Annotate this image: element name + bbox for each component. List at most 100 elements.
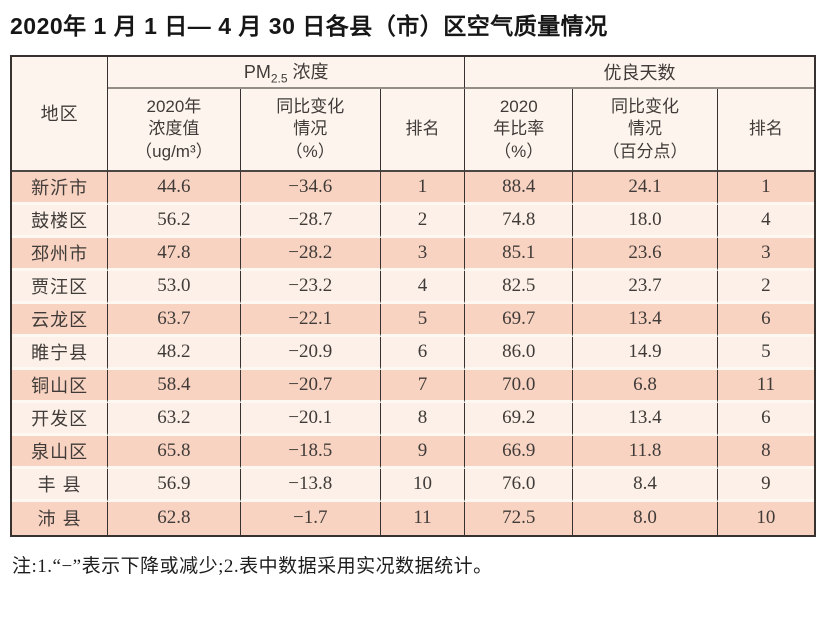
cell-pm-value: 56.9 [108, 468, 241, 502]
table-row: 丰 县 56.9 −13.8 10 76.0 8.4 9 [12, 468, 814, 502]
cell-pm-change: −28.2 [240, 237, 381, 271]
cell-pm-rank: 3 [380, 237, 466, 271]
cell-pm-change: −28.7 [240, 204, 381, 238]
table-row: 泉山区 65.8 −18.5 9 66.9 11.8 8 [12, 435, 814, 469]
cell-pm-value: 53.0 [108, 270, 241, 304]
table-row: 沛 县 62.8 −1.7 11 72.5 8.0 10 [12, 501, 814, 535]
table-header: 地区 PM2.5 浓度 优良天数 2020年 浓度值 （ug/m³） 同比变化 情… [12, 56, 814, 172]
cell-good-change: 23.7 [573, 270, 718, 304]
cell-region: 铜山区 [12, 369, 109, 403]
good-rate-line3: （%） [494, 141, 544, 161]
cell-good-rate: 76.0 [465, 468, 574, 502]
cell-good-rank: 4 [717, 204, 814, 238]
col-header-pm-value: 2020年 浓度值 （ug/m³） [108, 88, 241, 172]
cell-pm-change: −20.9 [240, 336, 381, 370]
cell-pm-change: −1.7 [240, 501, 381, 535]
pm-change-line1: 同比变化 [276, 96, 345, 116]
cell-pm-rank: 10 [380, 468, 466, 502]
header-sub-row: 2020年 浓度值 （ug/m³） 同比变化 情况 （%） 排名 2020 年比… [12, 88, 814, 172]
cell-region: 睢宁县 [12, 336, 109, 370]
pm-change-line3: （%） [285, 141, 335, 161]
cell-good-rank: 3 [717, 237, 814, 271]
table-row: 贾汪区 53.0 −23.2 4 82.5 23.7 2 [12, 270, 814, 304]
cell-good-rate: 86.0 [465, 336, 574, 370]
cell-pm-rank: 9 [380, 435, 466, 469]
cell-pm-rank: 7 [380, 369, 466, 403]
cell-good-rate: 85.1 [465, 237, 574, 271]
cell-pm-change: −20.1 [240, 402, 381, 436]
cell-pm-rank: 5 [380, 303, 466, 337]
col-header-good-rate: 2020 年比率 （%） [465, 88, 574, 172]
cell-good-rank: 2 [717, 270, 814, 304]
cell-good-rank: 11 [717, 369, 814, 403]
cell-pm-change: −22.1 [240, 303, 381, 337]
pm25-label-suffix: 浓度 [292, 62, 329, 83]
cell-pm-value: 62.8 [108, 501, 241, 535]
cell-good-rate: 88.4 [465, 171, 574, 205]
cell-region: 贾汪区 [12, 270, 109, 304]
col-header-pm-change: 同比变化 情况 （%） [240, 88, 381, 172]
cell-pm-rank: 11 [380, 501, 466, 535]
table-row: 云龙区 63.7 −22.1 5 69.7 13.4 6 [12, 303, 814, 337]
cell-good-change: 23.6 [573, 237, 718, 271]
col-group-pm25: PM2.5 浓度 [108, 56, 466, 89]
pm-value-line2: 浓度值 [148, 119, 200, 139]
cell-region: 新沂市 [12, 171, 109, 205]
good-rate-line1: 2020 [499, 96, 538, 116]
cell-good-change: 11.8 [573, 435, 718, 469]
cell-good-change: 6.8 [573, 369, 718, 403]
table-row: 开发区 63.2 −20.1 8 69.2 13.4 6 [12, 402, 814, 436]
cell-good-change: 14.9 [573, 336, 718, 370]
footnote: 注:1.“−”表示下降或减少;2.表中数据采用实况数据统计。 [12, 555, 493, 577]
good-change-line2: 情况 [628, 119, 663, 139]
cell-pm-change: −13.8 [240, 468, 381, 502]
table-row: 鼓楼区 56.2 −28.7 2 74.8 18.0 4 [12, 204, 814, 238]
cell-pm-change: −34.6 [240, 171, 381, 205]
report-page: 2020年 1 月 1 日— 4 月 30 日各县（市）区空气质量情况 地区 P… [10, 13, 816, 577]
cell-region: 丰 县 [12, 468, 109, 502]
cell-pm-value: 44.6 [108, 171, 241, 205]
cell-good-rank: 6 [717, 303, 814, 337]
cell-good-rank: 8 [717, 435, 814, 469]
cell-pm-value: 47.8 [108, 237, 241, 271]
table-row: 铜山区 58.4 −20.7 7 70.0 6.8 11 [12, 369, 814, 403]
cell-good-rank: 6 [717, 402, 814, 436]
cell-pm-change: −23.2 [240, 270, 381, 304]
cell-pm-rank: 2 [380, 204, 466, 238]
cell-good-rank: 9 [717, 468, 814, 502]
page-title: 2020年 1 月 1 日— 4 月 30 日各县（市）区空气质量情况 [10, 13, 608, 39]
cell-good-rank: 1 [717, 171, 814, 205]
table-row: 睢宁县 48.2 −20.9 6 86.0 14.9 5 [12, 336, 814, 370]
air-quality-table: 地区 PM2.5 浓度 优良天数 2020年 浓度值 （ug/m³） 同比变化 情… [10, 54, 816, 537]
cell-pm-value: 63.2 [108, 402, 241, 436]
good-change-line3: （百分点） [602, 141, 688, 161]
cell-good-change: 8.4 [573, 468, 718, 502]
table-row: 邳州市 47.8 −28.2 3 85.1 23.6 3 [12, 237, 814, 271]
header-group-row: 地区 PM2.5 浓度 优良天数 [12, 56, 814, 172]
pm25-label-prefix: PM [243, 62, 271, 83]
pm-value-line1: 2020年 [146, 96, 202, 116]
cell-good-change: 24.1 [573, 171, 718, 205]
table-body: 新沂市 44.6 −34.6 1 88.4 24.1 1 鼓楼区 56.2 −28.7 2 74.8 1… [12, 171, 814, 535]
cell-region: 云龙区 [12, 303, 109, 337]
cell-pm-change: −18.5 [240, 435, 381, 469]
cell-pm-rank: 8 [380, 402, 466, 436]
cell-good-rate: 66.9 [465, 435, 574, 469]
col-group-good-days: 优良天数 [465, 56, 814, 89]
col-header-good-change: 同比变化 情况 （百分点） [573, 88, 718, 172]
pm-change-line2: 情况 [293, 119, 328, 139]
pm-value-line3: （ug/m³） [135, 141, 213, 161]
cell-pm-value: 63.7 [108, 303, 241, 337]
col-header-good-rank: 排名 [717, 88, 814, 172]
good-change-line1: 同比变化 [611, 96, 680, 116]
cell-good-change: 13.4 [573, 402, 718, 436]
cell-pm-rank: 1 [380, 171, 466, 205]
cell-pm-value: 65.8 [108, 435, 241, 469]
col-header-region: 地区 [12, 56, 109, 172]
cell-region: 泉山区 [12, 435, 109, 469]
col-header-pm-rank: 排名 [380, 88, 466, 172]
cell-good-rate: 69.7 [465, 303, 574, 337]
pm25-label-subscript: 2.5 [270, 71, 288, 86]
table-row: 新沂市 44.6 −34.6 1 88.4 24.1 1 [12, 171, 814, 205]
cell-good-change: 18.0 [573, 204, 718, 238]
